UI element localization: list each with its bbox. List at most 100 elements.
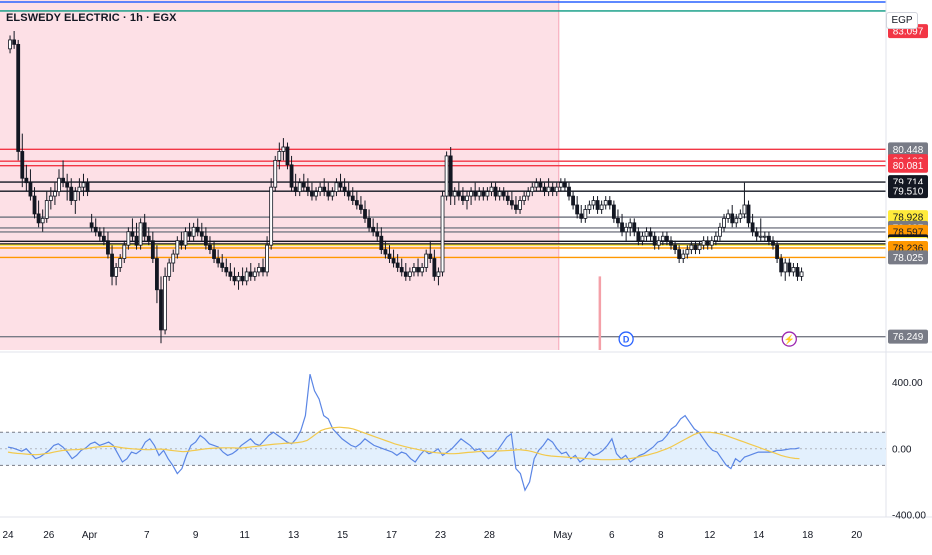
candle-body[interactable] [375, 231, 380, 237]
candle-body[interactable] [106, 240, 110, 255]
candle-body[interactable] [677, 249, 682, 259]
candle-body[interactable] [224, 267, 229, 273]
candle-body[interactable] [554, 186, 559, 193]
candle-body[interactable] [310, 191, 314, 197]
cci-line[interactable] [7, 374, 800, 492]
candle-body[interactable] [681, 253, 686, 259]
candle-body[interactable] [567, 186, 571, 197]
candle-body[interactable] [395, 262, 400, 268]
candle-body[interactable] [273, 159, 278, 188]
candle-body[interactable] [301, 182, 306, 188]
candle-body[interactable] [228, 271, 233, 277]
candle-body[interactable] [244, 271, 249, 282]
candle-body[interactable] [669, 240, 673, 246]
candle-body[interactable] [518, 200, 522, 210]
candle-body[interactable] [416, 267, 420, 273]
candle-body[interactable] [167, 262, 172, 277]
candle-body[interactable] [481, 191, 486, 197]
candle-body[interactable] [522, 195, 527, 201]
candle-body[interactable] [28, 182, 33, 197]
candle-body[interactable] [150, 240, 155, 259]
candle-body[interactable] [550, 186, 555, 193]
candle-body[interactable] [8, 39, 12, 50]
candle-body[interactable] [718, 226, 722, 237]
candle-body[interactable] [97, 231, 102, 237]
candle-body[interactable] [538, 182, 543, 188]
candle-body[interactable] [795, 267, 800, 277]
candle-body[interactable] [591, 200, 596, 206]
candle-body[interactable] [101, 235, 106, 242]
candle-body[interactable] [171, 253, 176, 264]
candle-body[interactable] [89, 222, 94, 228]
candle-body[interactable] [579, 213, 584, 219]
candle-body[interactable] [660, 235, 665, 242]
candle-body[interactable] [697, 244, 702, 251]
candle-body[interactable] [701, 240, 706, 246]
candle-body[interactable] [534, 182, 539, 188]
candle-body[interactable] [138, 222, 143, 246]
candle-body[interactable] [530, 186, 535, 193]
cci-ma-line[interactable] [7, 426, 800, 461]
candle-body[interactable] [558, 182, 563, 188]
candle-body[interactable] [85, 182, 90, 193]
candle-body[interactable] [754, 231, 759, 237]
candle-body[interactable] [126, 231, 131, 246]
candle-body[interactable] [93, 226, 98, 233]
candle-body[interactable] [73, 191, 78, 201]
candle-body[interactable] [448, 155, 453, 197]
candle-body[interactable] [16, 43, 21, 152]
candle-body[interactable] [750, 222, 755, 233]
candle-body[interactable] [730, 213, 735, 224]
candle-body[interactable] [542, 186, 547, 193]
candle-body[interactable] [110, 253, 114, 277]
candle-body[interactable] [199, 231, 204, 237]
candle-body[interactable] [412, 267, 416, 273]
candle-body[interactable] [607, 200, 612, 206]
candle-body[interactable] [648, 231, 653, 237]
candle-body[interactable] [644, 231, 649, 237]
candle-body[interactable] [297, 182, 302, 193]
candle-body[interactable] [787, 262, 792, 273]
candle-body[interactable] [363, 209, 367, 219]
candle-body[interactable] [428, 253, 433, 259]
candle-body[interactable] [359, 204, 363, 210]
candle-body[interactable] [742, 204, 747, 215]
candle-body[interactable] [734, 217, 739, 224]
candle-body[interactable] [187, 231, 192, 237]
candle-body[interactable] [252, 271, 257, 277]
candle-body[interactable] [142, 222, 147, 237]
candle-body[interactable] [367, 217, 371, 228]
currency-button[interactable]: EGP [886, 12, 918, 29]
candle-body[interactable] [179, 240, 184, 246]
candle-body[interactable] [212, 249, 216, 259]
candle-body[interactable] [632, 222, 637, 233]
candle-body[interactable] [81, 182, 86, 188]
candle-body[interactable] [69, 186, 74, 201]
price-label-tag[interactable] [888, 250, 928, 265]
candle-body[interactable] [526, 191, 531, 197]
candle-body[interactable] [587, 204, 592, 210]
candle-body[interactable] [514, 204, 518, 210]
price-label-tag[interactable] [888, 329, 928, 344]
candle-body[interactable] [130, 231, 135, 237]
candle-body[interactable] [620, 222, 624, 233]
candle-body[interactable] [330, 191, 335, 197]
candle-body[interactable] [391, 258, 396, 264]
candle-body[interactable] [314, 191, 318, 197]
candle-body[interactable] [571, 195, 575, 206]
candle-body[interactable] [354, 200, 359, 206]
candle-body[interactable] [248, 271, 253, 277]
candle-body[interactable] [175, 240, 180, 255]
candle-body[interactable] [452, 191, 457, 197]
candle-body[interactable] [444, 155, 449, 197]
candle-body[interactable] [118, 258, 123, 268]
candle-body[interactable] [775, 244, 779, 259]
candle-body[interactable] [195, 226, 200, 233]
candle-body[interactable] [208, 244, 212, 251]
candle-body[interactable] [628, 222, 633, 228]
candle-body[interactable] [44, 200, 49, 219]
candle-body[interactable] [469, 191, 473, 197]
candle-body[interactable] [289, 164, 294, 188]
candle-body[interactable] [603, 200, 608, 206]
candle-body[interactable] [338, 182, 343, 188]
